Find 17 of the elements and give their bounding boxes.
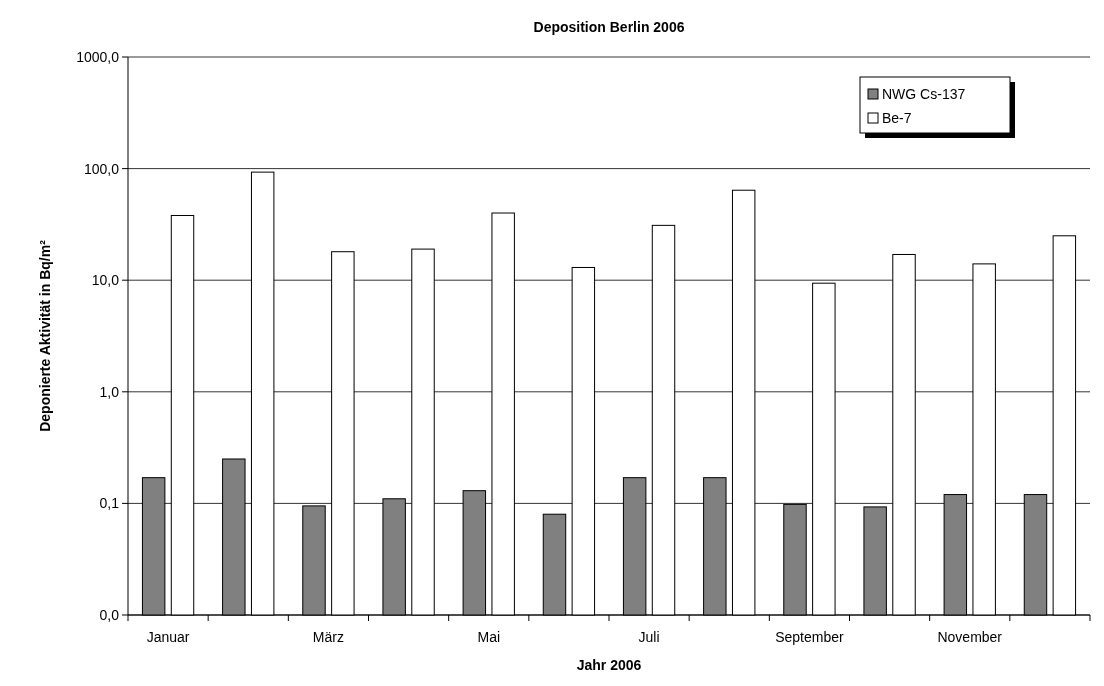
x-tick-label: September bbox=[775, 629, 844, 645]
y-tick-label: 0,0 bbox=[99, 606, 120, 623]
y-axis-title: Deponierte Aktivität in Bq/m² bbox=[37, 239, 53, 432]
x-tick-label: Juli bbox=[638, 629, 660, 645]
legend-label: Be-7 bbox=[882, 109, 912, 126]
chart-title: Deposition Berlin 2006 bbox=[533, 19, 685, 35]
x-tick-label: Mai bbox=[477, 629, 501, 645]
y-tick-label: 100,0 bbox=[83, 160, 120, 177]
x-tick-label: November bbox=[937, 629, 1003, 645]
y-tick-label: 1,0 bbox=[99, 383, 120, 400]
y-tick-label: 1000,0 bbox=[76, 48, 120, 65]
legend-label: NWG Cs-137 bbox=[882, 85, 966, 102]
y-tick-label: 10,0 bbox=[91, 272, 120, 289]
y-tick-label: 0,1 bbox=[99, 495, 120, 512]
x-tick-label: März bbox=[312, 629, 344, 645]
x-axis-title: Jahr 2006 bbox=[576, 657, 642, 673]
x-tick-label: Januar bbox=[146, 629, 190, 645]
